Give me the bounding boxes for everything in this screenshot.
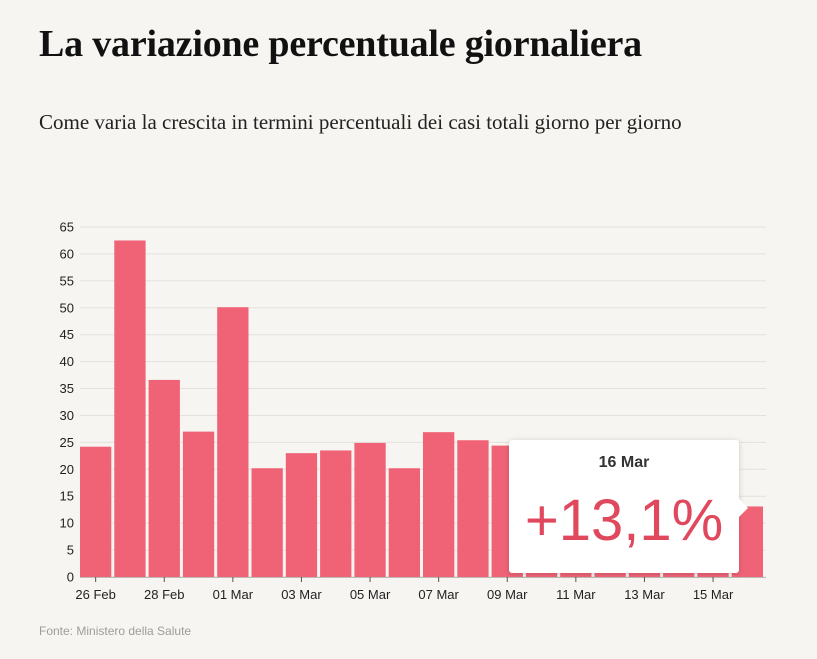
y-tick-label: 40: [60, 354, 74, 369]
x-tick-label: 11 Mar: [556, 587, 596, 602]
y-tick-label: 35: [60, 381, 74, 396]
tooltip-value: +13,1%: [524, 488, 724, 553]
x-tick-label: 13 Mar: [624, 587, 665, 602]
bar-06-mar[interactable]: [388, 468, 420, 577]
bar-07-mar[interactable]: [423, 432, 455, 577]
tooltip-date: 16 Mar: [598, 454, 650, 471]
bar-08-mar[interactable]: [457, 440, 489, 577]
y-tick-label: 30: [60, 408, 74, 423]
x-tick-label: 26 Feb: [75, 587, 115, 602]
y-tick-label: 60: [60, 246, 74, 261]
bar-26-feb[interactable]: [80, 446, 112, 577]
y-tick-label: 25: [60, 435, 74, 450]
value-tooltip: 16 Mar +13,1%: [509, 440, 748, 573]
bar-27-feb[interactable]: [114, 240, 146, 577]
y-tick-label: 55: [60, 273, 74, 288]
chart-subtitle: Come varia la crescita in termini percen…: [39, 110, 682, 134]
y-tick-label: 0: [67, 570, 74, 585]
bar-04-mar[interactable]: [320, 450, 352, 577]
bar-01-mar[interactable]: [217, 307, 249, 577]
x-tick-label: 09 Mar: [487, 587, 528, 602]
chart-title: La variazione percentuale giornaliera: [39, 23, 642, 65]
x-tick-label: 28 Feb: [144, 587, 184, 602]
x-tick-label: 03 Mar: [281, 587, 322, 602]
x-tick-label: 15 Mar: [693, 587, 734, 602]
bar-28-feb[interactable]: [148, 379, 180, 577]
y-tick-label: 10: [60, 516, 74, 531]
bar-03-mar[interactable]: [285, 453, 318, 577]
x-tick-label: 01 Mar: [213, 587, 254, 602]
bar-02-mar[interactable]: [251, 468, 283, 577]
bar-05-mar[interactable]: [354, 442, 386, 577]
bar-29-feb[interactable]: [182, 431, 215, 577]
source-note: Fonte: Ministero della Salute: [39, 624, 192, 638]
y-tick-label: 50: [60, 300, 74, 315]
y-tick-label: 20: [60, 462, 74, 477]
y-tick-label: 15: [60, 489, 74, 504]
x-tick-label: 05 Mar: [350, 587, 391, 602]
y-tick-label: 5: [67, 543, 74, 558]
y-tick-label: 65: [60, 220, 74, 235]
y-tick-label: 45: [60, 327, 74, 342]
x-tick-label: 07 Mar: [418, 587, 459, 602]
